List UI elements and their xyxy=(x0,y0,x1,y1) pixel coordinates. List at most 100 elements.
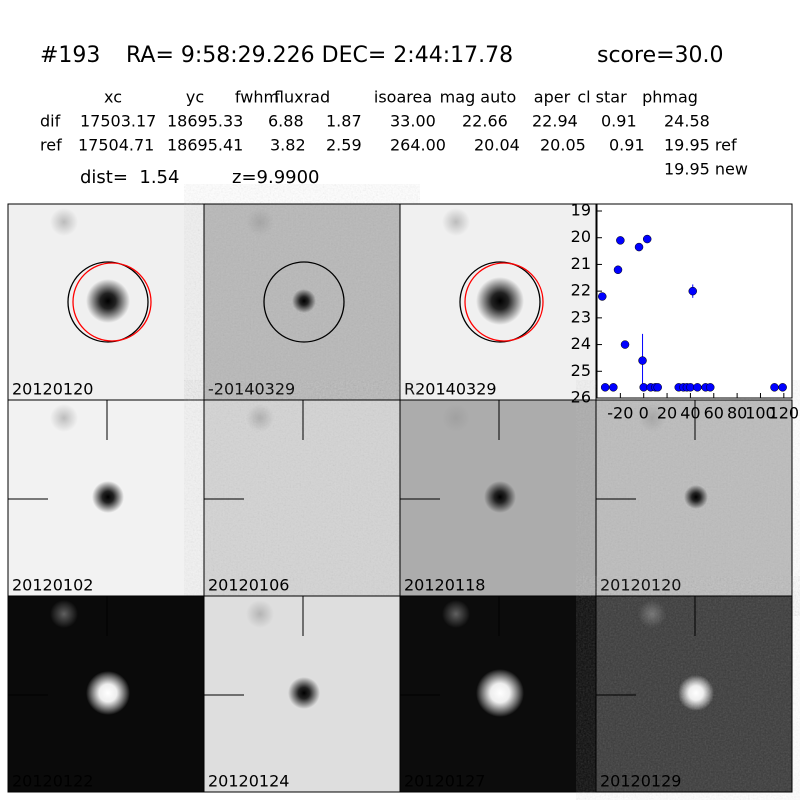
table-cell: 19.95 ref xyxy=(664,136,737,155)
x-tick-label: 40 xyxy=(680,404,700,423)
source xyxy=(476,669,524,717)
redshift: z=9.9900 xyxy=(232,167,320,188)
table-cell: 17503.17 xyxy=(80,112,156,131)
panel-label: 20120120 xyxy=(12,380,93,399)
panel-label: 20120129 xyxy=(600,772,681,791)
plot-area xyxy=(596,203,793,399)
cutout-panel: R20140329 xyxy=(399,203,597,401)
distance: dist= 1.54 xyxy=(80,167,179,188)
aperture-circle xyxy=(263,261,345,343)
cutout-panel: 20120129 xyxy=(595,595,793,793)
cutout-panel: 20120127 xyxy=(399,595,597,793)
x-tick-label: 120 xyxy=(769,404,800,423)
table-cell: 33.00 xyxy=(390,112,436,131)
data-point xyxy=(638,356,647,365)
neighbor-source xyxy=(442,600,470,628)
table-cell: 1.87 xyxy=(326,112,362,131)
data-point xyxy=(598,292,607,301)
x-tick-label: 0 xyxy=(639,404,649,423)
cutout-panel: 20120118 xyxy=(399,399,597,597)
aperture-circle xyxy=(459,261,541,343)
table-cell: 17504.71 xyxy=(78,136,154,155)
y-tick-label: 26 xyxy=(571,388,591,407)
x-tick-label: -20 xyxy=(607,404,633,423)
neighbor-source xyxy=(50,600,78,628)
data-point xyxy=(688,286,697,296)
panel-label: R20140329 xyxy=(404,380,497,399)
data-point xyxy=(706,383,715,392)
panel-label: 20120127 xyxy=(404,772,485,791)
source xyxy=(678,675,714,711)
row-label: ref xyxy=(40,136,62,155)
source xyxy=(484,481,516,513)
cutout-panel: 20120102 xyxy=(7,399,205,597)
neighbor-source xyxy=(50,404,78,432)
neighbor-source xyxy=(638,404,666,432)
panel-frame xyxy=(595,595,793,793)
aperture-circle-ref xyxy=(72,262,152,342)
table-cell: 18695.41 xyxy=(167,136,243,155)
source xyxy=(288,677,320,709)
table-cell: 0.91 xyxy=(609,136,645,155)
phmag-new: 19.95 new xyxy=(664,160,748,179)
neighbor-source xyxy=(246,404,274,432)
source xyxy=(86,279,130,323)
column-header: xc xyxy=(104,88,122,107)
data-point xyxy=(600,383,610,392)
column-header: cl star xyxy=(577,88,627,107)
y-tick-label: 20 xyxy=(571,227,591,246)
source xyxy=(292,289,316,313)
column-header: aper xyxy=(534,88,571,107)
aperture-circle xyxy=(67,261,149,343)
column-header: yc xyxy=(186,88,204,107)
panel-label: 20120106 xyxy=(208,576,289,595)
source xyxy=(684,485,708,509)
data-point xyxy=(620,340,630,349)
y-tick-label: 19 xyxy=(571,201,591,220)
column-header: phmag xyxy=(642,88,698,107)
panel-label: 20120120 xyxy=(600,576,681,595)
neighbor-source xyxy=(638,600,666,628)
table-cell: 0.91 xyxy=(601,112,637,131)
data-point xyxy=(770,383,779,392)
data-point xyxy=(613,265,623,275)
data-point xyxy=(653,383,662,392)
y-tick-label: 25 xyxy=(571,361,591,380)
cutout-panel: 20120122 xyxy=(7,595,205,793)
table-cell: 22.66 xyxy=(462,112,508,131)
table-cell: 20.05 xyxy=(540,136,586,155)
data-point xyxy=(609,383,618,392)
y-tick-label: 24 xyxy=(571,334,591,353)
score: score=30.0 xyxy=(597,43,724,68)
y-tick-label: 23 xyxy=(571,307,591,326)
column-header: fluxrad xyxy=(274,88,330,107)
coordinates: RA= 9:58:29.226 DEC= 2:44:17.78 xyxy=(126,43,513,68)
source xyxy=(92,481,124,513)
source xyxy=(476,277,524,325)
table-cell: 18695.33 xyxy=(167,112,243,131)
cutout-panel: 20120106 xyxy=(203,399,401,597)
y-tick-label: 22 xyxy=(571,281,591,300)
x-tick-label: 100 xyxy=(745,404,776,423)
x-tick-label: 80 xyxy=(727,404,747,423)
table-cell: 20.04 xyxy=(474,136,520,155)
panel-label: 20120124 xyxy=(208,772,289,791)
data-point xyxy=(634,242,644,252)
neighbor-source xyxy=(442,404,470,432)
y-tick-label: 21 xyxy=(571,254,591,273)
source xyxy=(86,671,130,715)
table-cell: 264.00 xyxy=(390,136,446,155)
column-header: mag auto xyxy=(440,88,517,107)
neighbor-source xyxy=(246,600,274,628)
data-point xyxy=(778,383,787,392)
panel-label: 20120122 xyxy=(12,772,93,791)
panel-label: 20120118 xyxy=(404,576,485,595)
table-cell: 2.59 xyxy=(326,136,362,155)
cutout-panel: 20120124 xyxy=(203,595,401,793)
data-point xyxy=(616,236,625,245)
table-cell: 24.58 xyxy=(664,112,710,131)
neighbor-source xyxy=(442,208,470,236)
table-cell: 3.82 xyxy=(270,136,306,155)
